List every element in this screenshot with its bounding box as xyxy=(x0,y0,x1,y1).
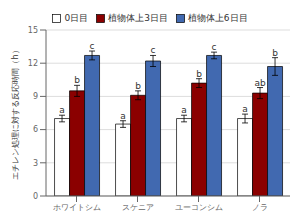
html-text:植物体上6日目: 植物体上6日目 xyxy=(187,13,248,23)
svg-text:12: 12 xyxy=(28,59,38,68)
svg-text:15: 15 xyxy=(28,26,38,35)
svg-text:6: 6 xyxy=(33,125,38,134)
svg-text:b: b xyxy=(196,69,202,79)
html-text:0日目: 0日目 xyxy=(64,13,89,23)
svg-text:b: b xyxy=(135,81,141,91)
svg-text:エチレン処理に対する反応時間（h）: エチレン処理に対する反応時間（h） xyxy=(11,46,20,179)
svg-text:c: c xyxy=(212,42,217,52)
svg-text:a: a xyxy=(181,105,187,115)
svg-text:3: 3 xyxy=(33,159,38,168)
svg-text:a: a xyxy=(242,104,248,114)
svg-text:b: b xyxy=(272,48,278,58)
svg-text:0: 0 xyxy=(33,192,38,201)
svg-text:a: a xyxy=(59,105,65,115)
svg-text:ホワイトシム: ホワイトシム xyxy=(53,203,101,212)
svg-text:b: b xyxy=(74,75,80,85)
svg-text:ab: ab xyxy=(254,78,266,88)
svg-text:c: c xyxy=(151,45,156,55)
svg-text:スケニア: スケニア xyxy=(122,203,154,212)
svg-text:c: c xyxy=(90,41,95,51)
svg-text:9: 9 xyxy=(33,92,38,101)
html-text:植物体上3日目: 植物体上3日目 xyxy=(108,13,168,23)
svg-text:ユーコンシム: ユーコンシム xyxy=(175,203,223,212)
svg-text:ノラ: ノラ xyxy=(252,203,268,212)
svg-text:a: a xyxy=(120,111,126,121)
